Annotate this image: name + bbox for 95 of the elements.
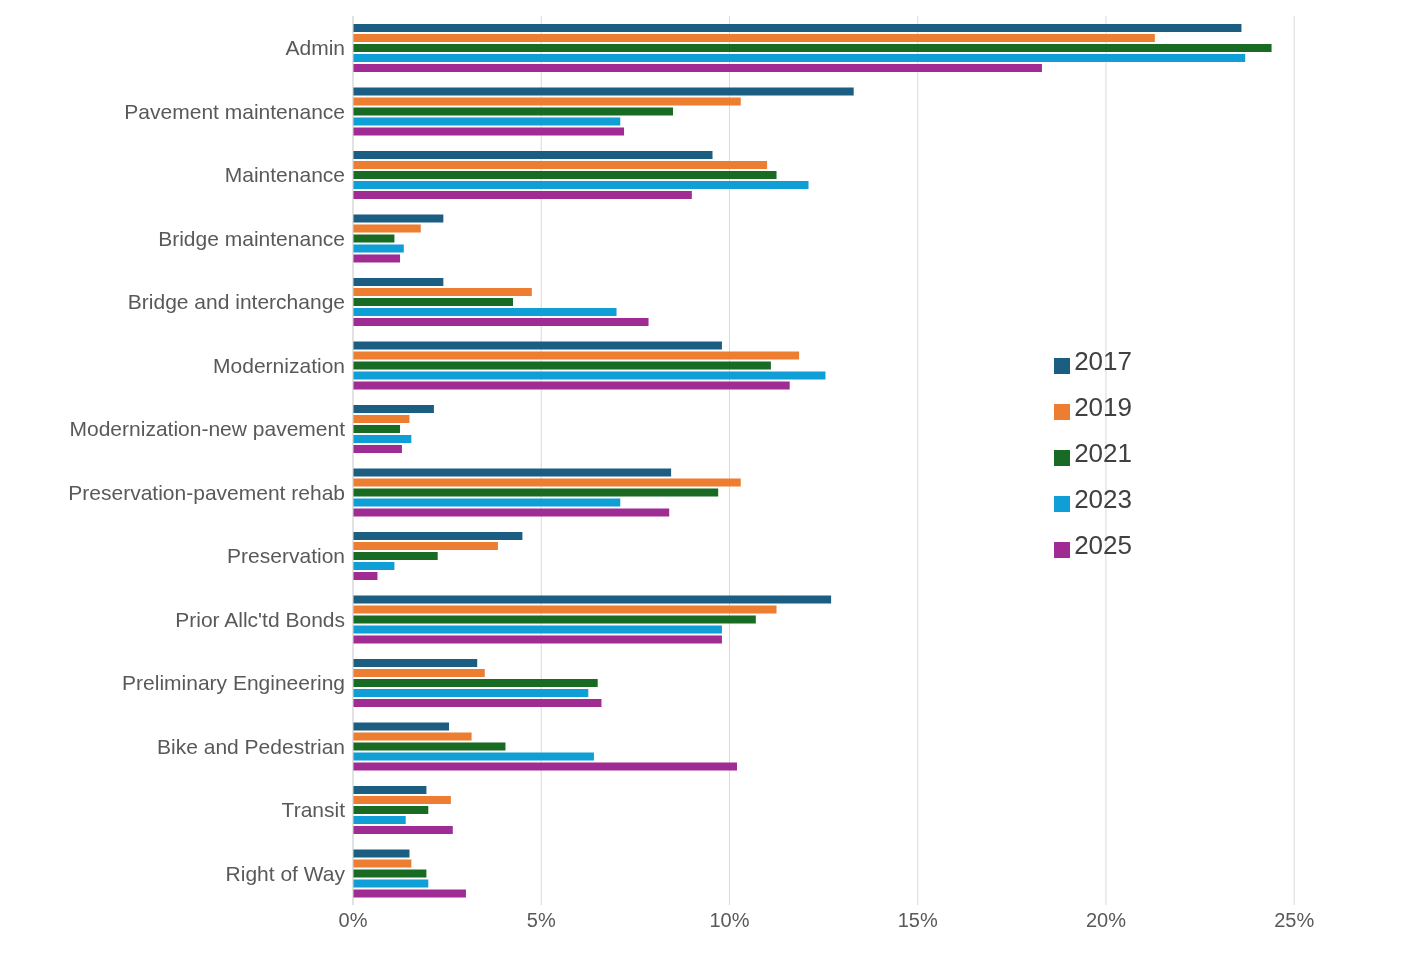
y-tick-label: Modernization — [213, 353, 345, 377]
bar — [353, 107, 673, 116]
x-tick-label: 5% — [526, 909, 556, 932]
bar — [353, 572, 378, 580]
bar — [353, 87, 854, 96]
bar — [353, 171, 777, 179]
bar — [353, 552, 438, 560]
bar — [353, 532, 523, 540]
bar — [353, 341, 722, 350]
y-tick-label: Maintenance — [224, 163, 345, 187]
bar — [353, 425, 401, 433]
y-tick-label: Modernization-new pavement — [69, 417, 346, 441]
bar — [353, 151, 713, 159]
bar — [353, 635, 722, 644]
legend-label: 2019 — [1074, 392, 1132, 422]
bar — [353, 381, 790, 390]
bar — [353, 278, 444, 286]
bar — [353, 786, 427, 794]
bar — [353, 117, 621, 126]
bar — [353, 445, 402, 453]
legend-label: 2021 — [1074, 438, 1132, 468]
bar — [353, 615, 756, 624]
bar — [353, 161, 768, 169]
legend-label: 2023 — [1074, 484, 1132, 514]
bar — [353, 605, 777, 614]
bar — [353, 869, 427, 878]
bar — [353, 699, 602, 707]
bar — [353, 244, 404, 253]
bar — [353, 298, 513, 306]
bar — [353, 679, 598, 687]
bar — [353, 181, 809, 189]
bar — [353, 415, 410, 423]
bar — [353, 54, 1246, 62]
bar — [353, 659, 478, 667]
bar — [353, 234, 395, 243]
bar — [353, 508, 670, 517]
x-tick-label: 25% — [1274, 909, 1315, 932]
bar — [353, 689, 589, 697]
bar — [353, 371, 826, 380]
bar — [353, 308, 617, 316]
bar — [353, 214, 444, 223]
bar — [353, 826, 453, 834]
bar — [353, 816, 406, 824]
y-tick-label: Prior Allc'td Bonds — [175, 607, 345, 631]
bar — [353, 361, 771, 370]
y-tick-label: Preservation-pavement rehab — [68, 480, 345, 504]
bar — [353, 625, 722, 634]
bar — [353, 127, 625, 136]
bar — [353, 435, 412, 443]
y-tick-label: Bike and Pedestrian — [157, 734, 345, 758]
bar — [353, 351, 800, 360]
legend-label: 2017 — [1074, 346, 1132, 376]
y-tick-label: Bridge and interchange — [127, 290, 345, 314]
bar — [353, 722, 449, 731]
bar — [353, 64, 1042, 72]
bar — [353, 34, 1155, 42]
bar — [353, 478, 741, 487]
x-tick-label: 0% — [338, 909, 368, 932]
bar — [353, 191, 692, 199]
bar — [353, 498, 621, 507]
bar — [353, 488, 719, 497]
bar — [353, 669, 485, 677]
bar — [353, 742, 506, 751]
bar — [353, 97, 741, 106]
bar — [353, 752, 594, 761]
bar — [353, 879, 429, 888]
bar — [353, 796, 451, 804]
y-tick-label: Admin — [285, 36, 345, 60]
bar — [353, 288, 532, 296]
bar — [353, 889, 466, 898]
y-tick-label: Preservation — [227, 544, 345, 568]
legend-label: 2025 — [1074, 530, 1132, 560]
bar — [353, 762, 737, 771]
y-tick-label: Right of Way — [225, 861, 346, 885]
bar — [353, 806, 429, 814]
bar — [353, 44, 1272, 52]
x-tick-label: 20% — [1085, 909, 1127, 932]
bar — [353, 849, 410, 858]
bar — [353, 318, 649, 326]
bar — [353, 224, 421, 233]
y-tick-label: Bridge maintenance — [158, 226, 345, 250]
bar — [353, 24, 1242, 32]
bar — [353, 595, 832, 604]
x-tick-label: 15% — [897, 909, 938, 932]
y-tick-label: Preliminary Engineering — [122, 671, 345, 695]
bar — [353, 562, 395, 570]
y-tick-label: Transit — [281, 798, 346, 822]
bar — [353, 468, 672, 477]
bar — [353, 254, 401, 263]
bar — [353, 732, 472, 741]
bar — [353, 405, 434, 413]
y-tick-label: Pavement maintenance — [124, 99, 345, 123]
bar — [353, 542, 498, 550]
x-tick-label: 10% — [709, 909, 750, 932]
bar — [353, 859, 412, 868]
